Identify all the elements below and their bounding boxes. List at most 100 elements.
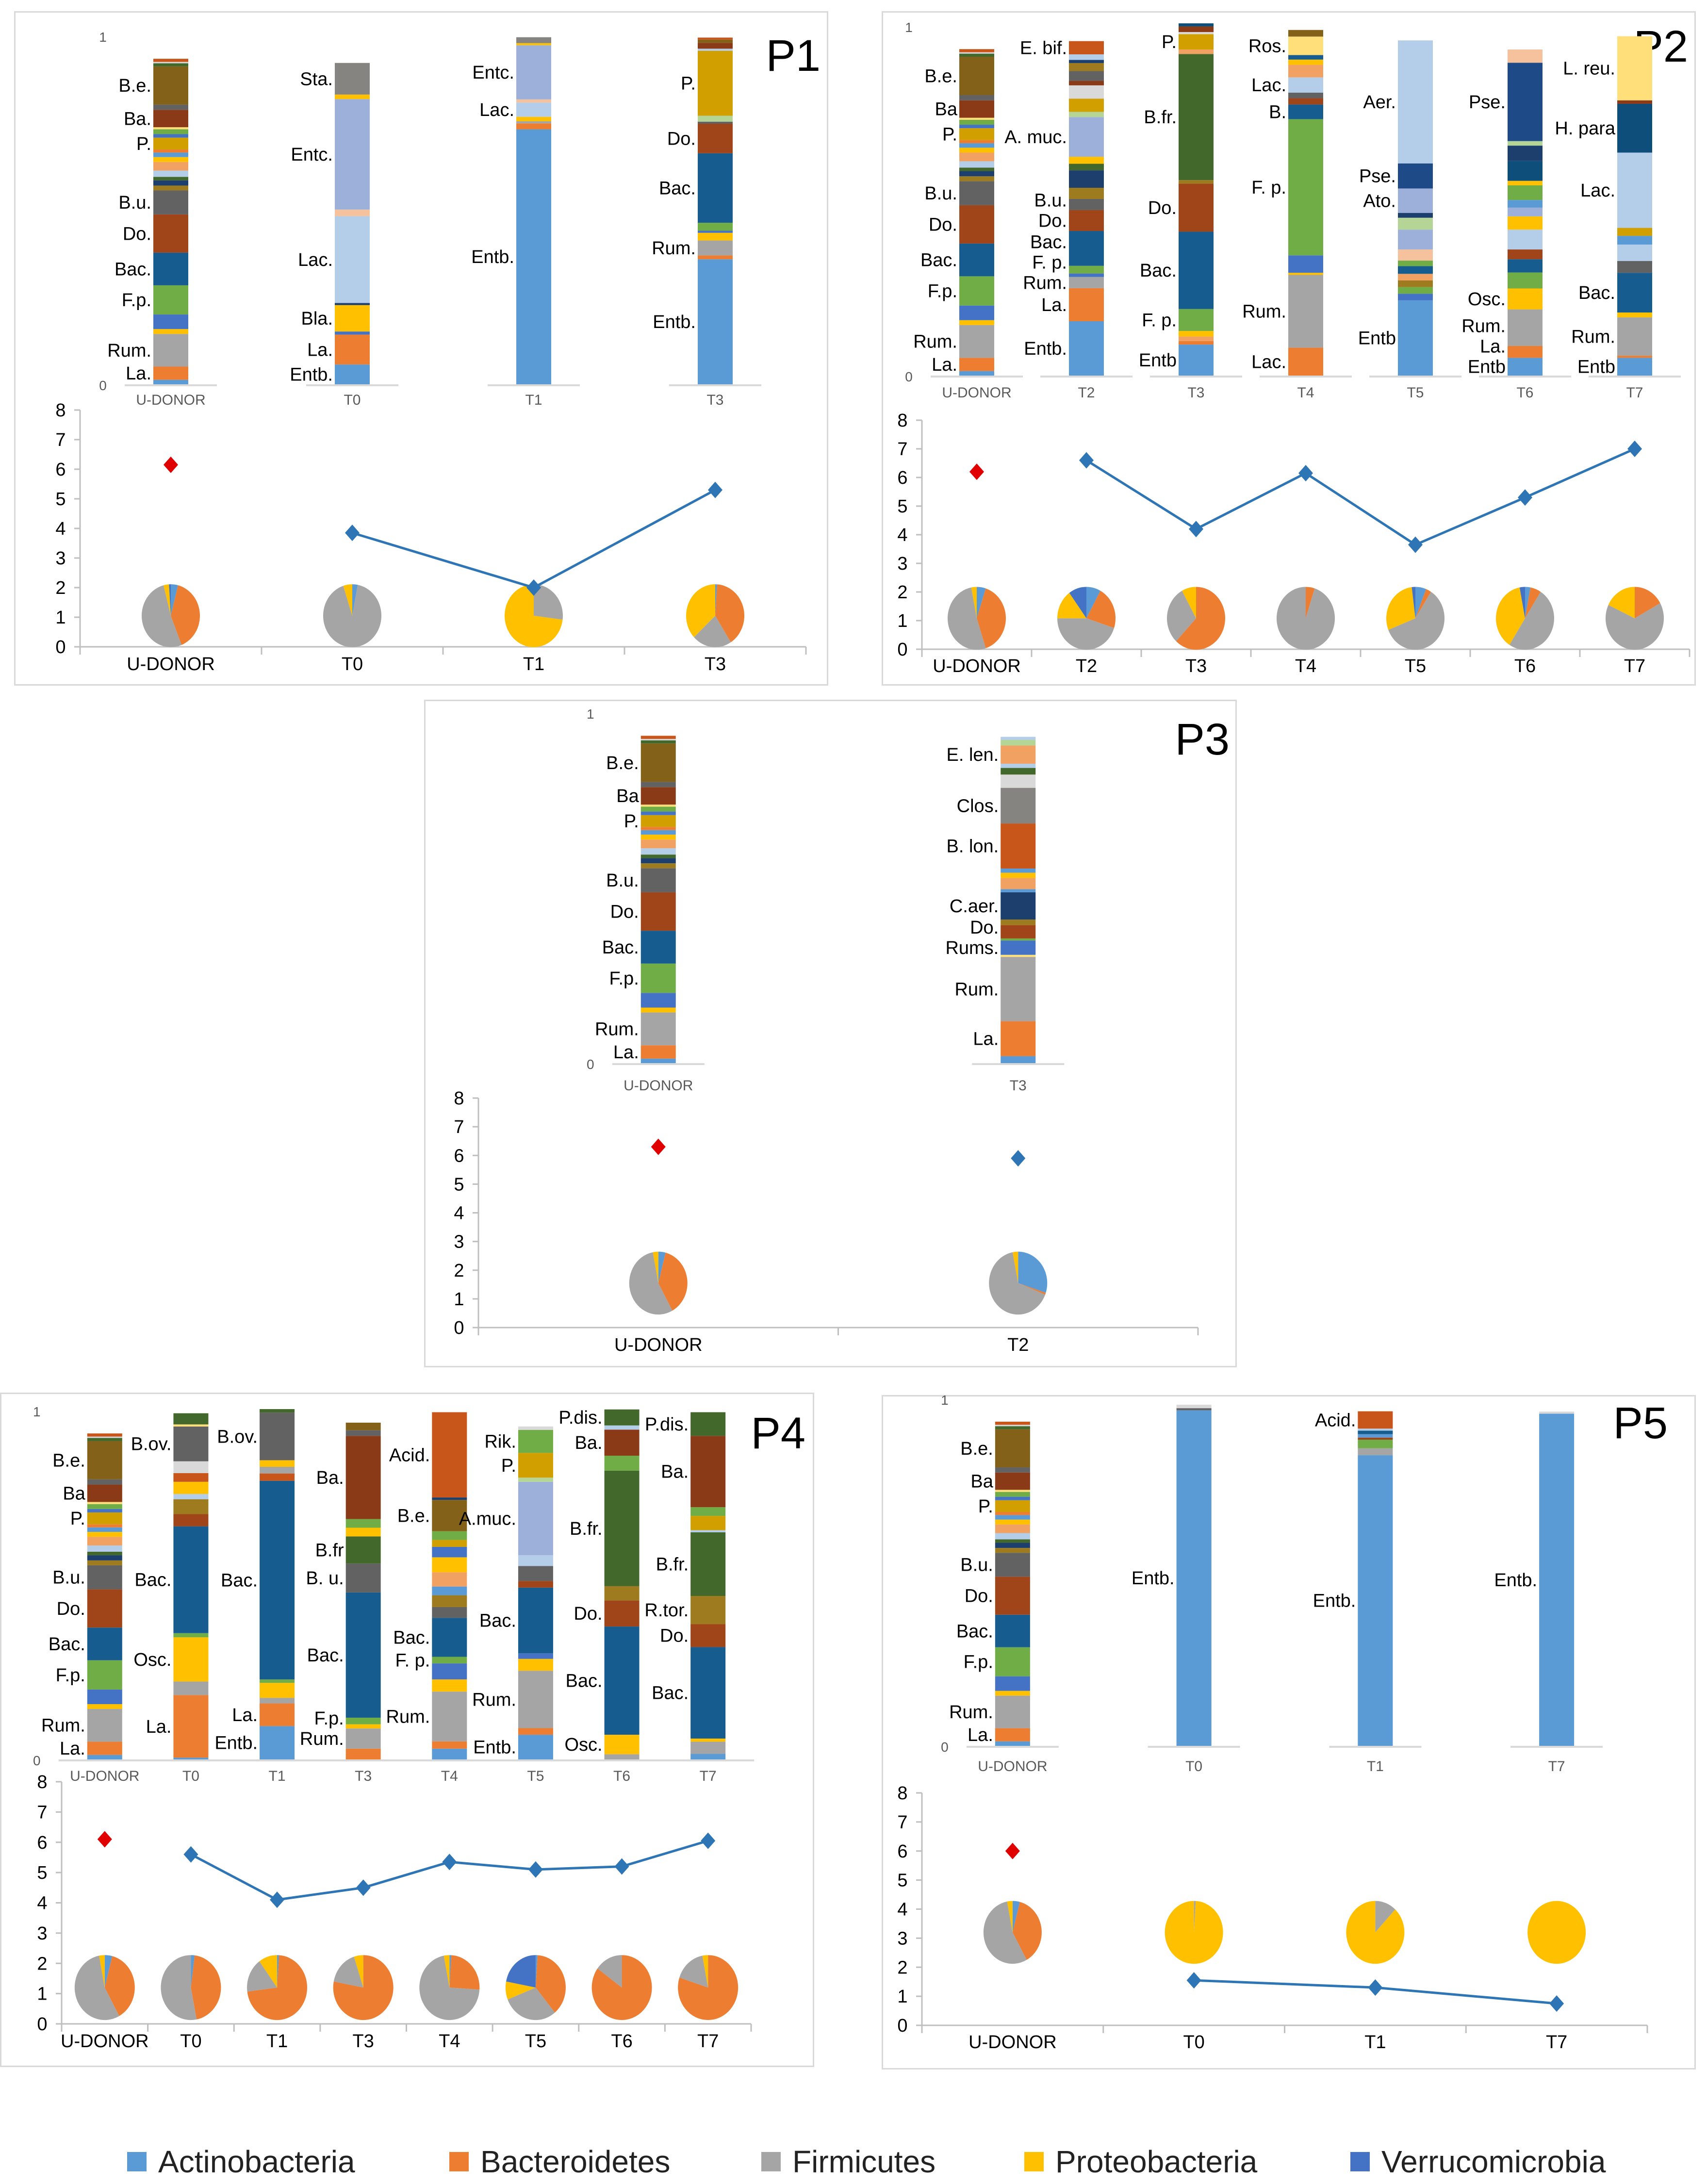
phylum-pie xyxy=(947,587,1006,650)
bar-category-label: T3 xyxy=(706,392,723,408)
bar-segment xyxy=(1617,356,1652,358)
bar-segment xyxy=(1508,249,1543,260)
bar-segment xyxy=(1069,164,1104,171)
bar-segment xyxy=(690,1532,726,1596)
stacked-bar: Entb. Lac. Entc. T1 xyxy=(471,37,580,408)
diversity-marker xyxy=(1189,521,1203,538)
phylum-pie xyxy=(333,1955,394,2020)
segment-label: La. xyxy=(973,1029,999,1050)
bar-segment xyxy=(518,1478,553,1482)
y-tick-label: 7 xyxy=(454,1117,464,1137)
segment-label: Do. xyxy=(970,918,999,938)
pie-slice xyxy=(1057,592,1086,619)
bar-segment xyxy=(1398,163,1433,189)
segment-label: Bac. xyxy=(956,1621,993,1642)
x-category-label: U-DONOR xyxy=(968,2032,1057,2053)
bar-segment xyxy=(518,1566,553,1581)
diversity-marker xyxy=(1368,1979,1383,1996)
bar-segment xyxy=(995,1512,1030,1515)
bar-segment xyxy=(959,95,994,100)
y-tick-label: 2 xyxy=(897,582,907,603)
bar-segment xyxy=(516,116,551,121)
segment-label: B.e. xyxy=(118,76,151,96)
bar-segment xyxy=(1069,170,1104,188)
bar-segment xyxy=(1508,216,1543,230)
bar-segment xyxy=(87,1479,122,1485)
bar-segment xyxy=(432,1557,467,1573)
phylum-pie xyxy=(1606,587,1664,650)
segment-label: Rum. xyxy=(41,1716,85,1736)
bar-segment xyxy=(1508,63,1543,141)
bar-category-label: T3 xyxy=(1010,1078,1027,1094)
stacked-bar: La.Rum. F.p. Bac. Do. B.u. P. Ba B.e. U-DONOR xyxy=(949,1421,1059,1774)
bar-segment xyxy=(959,152,994,162)
bar-segment xyxy=(1617,36,1652,100)
pie-slice xyxy=(983,1901,1027,1964)
bar-segment xyxy=(1508,259,1543,273)
bar-segment xyxy=(1398,40,1433,164)
bar-segment xyxy=(959,100,994,118)
bar-segment xyxy=(1398,287,1433,294)
bar-segment xyxy=(1001,868,1036,873)
pie-slice xyxy=(171,584,178,616)
bar-segment xyxy=(1179,180,1214,184)
stacked-bar: Rum. F. p.Bac. B.e. Acid. T4 xyxy=(386,1412,496,1784)
bar-segment xyxy=(173,1461,209,1473)
bar-segment xyxy=(260,1473,295,1481)
bar-segment xyxy=(1179,309,1214,331)
phylum-pie xyxy=(323,584,382,647)
bar-category-label: T0 xyxy=(182,1768,199,1784)
bar-segment xyxy=(1288,77,1323,93)
segment-label: Bac. xyxy=(652,1683,689,1704)
legend-label: Verrucomicrobia xyxy=(1381,2144,1606,2179)
segment-label: Do. xyxy=(610,902,639,922)
segment-label: Bac. xyxy=(602,937,639,958)
bar-segment xyxy=(1001,745,1036,764)
bar-segment xyxy=(604,1586,640,1601)
bar-segment xyxy=(1288,98,1323,105)
bar-category-label: U-DONOR xyxy=(70,1768,139,1784)
bar-segment xyxy=(260,1467,295,1474)
diversity-marker xyxy=(1408,536,1423,553)
pie-slice xyxy=(1375,1901,1395,1933)
segment-label: B. lon. xyxy=(947,837,999,857)
bar-segment xyxy=(432,1572,467,1587)
bar-segment xyxy=(335,334,370,365)
x-category-label: T3 xyxy=(705,654,726,674)
x-category-label: T6 xyxy=(1514,656,1536,676)
bar-segment xyxy=(345,1436,381,1519)
segment-label: Rum. xyxy=(1023,273,1067,293)
bar-segment xyxy=(604,1754,640,1759)
segment-label: P.dis. xyxy=(645,1414,689,1435)
segment-label: Do. xyxy=(574,1604,602,1624)
bar-segment xyxy=(87,1512,122,1525)
bar-segment xyxy=(1508,49,1543,63)
pie-slice xyxy=(1165,1901,1223,1964)
y-tick-label: 0 xyxy=(897,640,907,660)
pie-slice xyxy=(1012,1902,1042,1960)
segment-label: Ba. xyxy=(124,109,151,129)
bar-category-label: T0 xyxy=(1185,1758,1202,1774)
bar-segment xyxy=(87,1537,122,1546)
segment-label: B.u. xyxy=(1034,190,1067,211)
bar-segment xyxy=(1508,272,1543,289)
legend-label: Proteobacteria xyxy=(1055,2144,1258,2179)
bar-segment xyxy=(518,1659,553,1671)
bar-segment xyxy=(335,364,370,384)
pie-slice xyxy=(1386,587,1415,630)
bar-segment xyxy=(1617,245,1652,261)
stacked-bar: Osc. Bac. Do. B.fr. Ba. P.dis. T6 xyxy=(558,1408,668,1784)
stacked-bar: Entb Ato. Pse. Aer. T5 xyxy=(1358,40,1461,401)
pie-slice xyxy=(1388,591,1444,650)
bar-segment xyxy=(432,1679,467,1692)
bar-segment xyxy=(1179,26,1214,33)
segment-label: A.muc. xyxy=(459,1509,516,1529)
pie-slice xyxy=(971,587,977,619)
segment-label: B.e. xyxy=(397,1506,430,1526)
bar-segment xyxy=(345,1422,381,1430)
segment-label: Rum. xyxy=(954,979,999,1000)
bar-segment xyxy=(698,153,733,223)
y-tick-label: 2 xyxy=(55,578,66,598)
bar-segment xyxy=(1176,1410,1212,1746)
